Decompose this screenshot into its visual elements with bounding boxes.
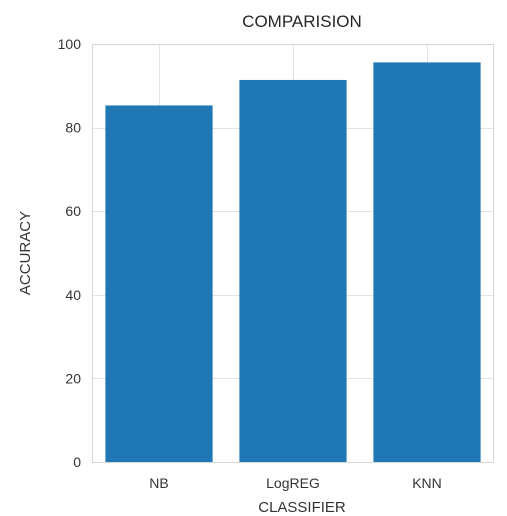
x-tick-label: LogREG <box>266 475 320 491</box>
bars <box>105 62 481 463</box>
chart-title: COMPARISION <box>242 12 362 31</box>
y-tick-label: 20 <box>65 370 81 386</box>
y-tick-label: 60 <box>65 203 81 219</box>
y-tick-label: 0 <box>73 454 81 470</box>
x-axis-title: CLASSIFIER <box>258 499 346 516</box>
y-tick-label: 80 <box>65 120 81 136</box>
bar-knn <box>373 62 481 462</box>
y-tick-label: 100 <box>58 36 82 52</box>
y-tick-labels: 0 20 40 60 80 100 <box>58 36 82 470</box>
x-tick-label: KNN <box>412 475 442 491</box>
bar-logreg <box>239 79 347 462</box>
x-tick-labels: NB LogREG KNN <box>149 475 442 491</box>
y-tick-label: 40 <box>65 287 81 303</box>
y-axis-title: ACCURACY <box>17 211 34 295</box>
plot-frame <box>92 44 494 463</box>
x-tick-label: NB <box>149 475 168 491</box>
bar-nb <box>105 105 213 463</box>
